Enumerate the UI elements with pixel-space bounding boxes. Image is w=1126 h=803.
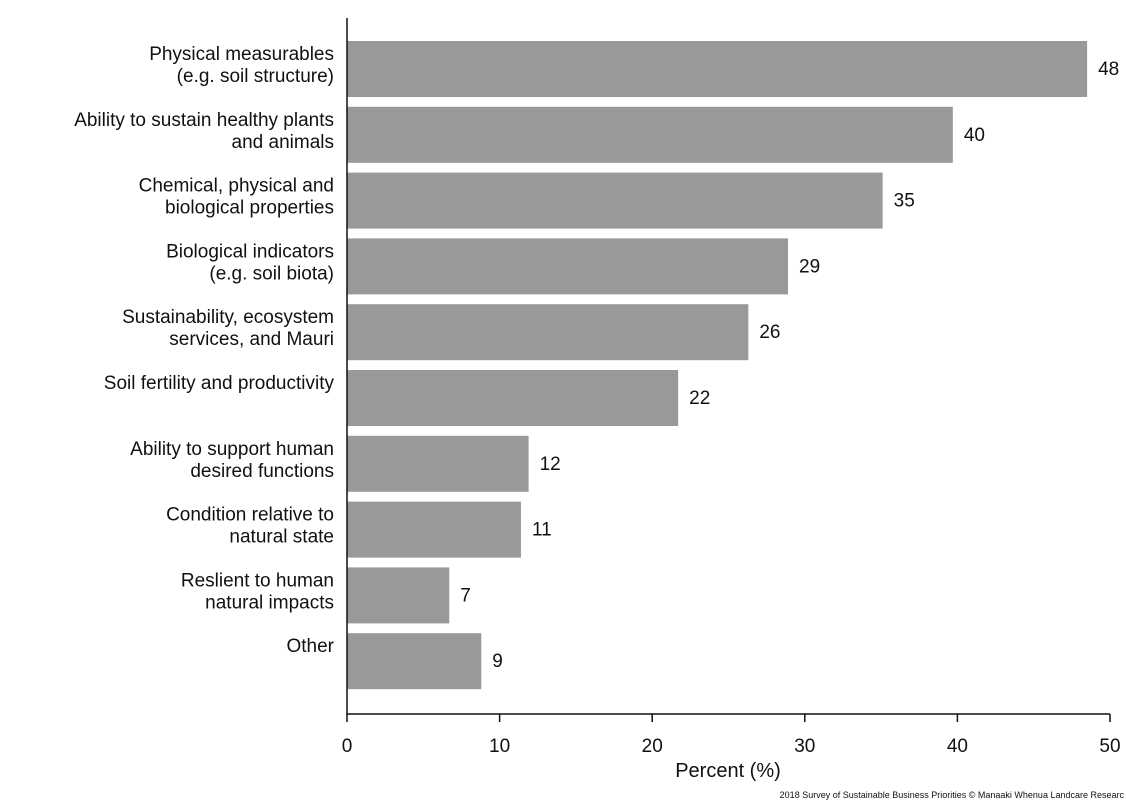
category-label: Ability to sustain healthy plants and ani… bbox=[74, 110, 334, 153]
bar bbox=[347, 501, 521, 558]
category-label-line: natural impacts bbox=[205, 592, 334, 613]
bar-value-label: 9 bbox=[492, 651, 503, 672]
bar-value-label: 7 bbox=[460, 585, 471, 606]
category-label: Chemical, physical and biological propert… bbox=[139, 176, 334, 219]
category-label: Ability to support human desired function… bbox=[130, 439, 334, 482]
category-label-line: Chemical, physical and bbox=[139, 176, 334, 197]
bar bbox=[347, 238, 789, 295]
bar bbox=[347, 106, 953, 163]
category-label-line: Ability to sustain healthy plants bbox=[74, 110, 334, 131]
category-label-line: Reslient to human bbox=[181, 570, 334, 591]
x-tick-label: 50 bbox=[1099, 736, 1120, 757]
category-label: Reslient to human natural impacts bbox=[181, 570, 334, 613]
category-label-line: natural state bbox=[229, 527, 334, 548]
x-tick-label: 20 bbox=[642, 736, 663, 757]
category-label-line: desired functions bbox=[190, 461, 334, 482]
bar-value-label: 26 bbox=[759, 322, 780, 343]
x-tick-label: 40 bbox=[947, 736, 968, 757]
bar-value-label: 29 bbox=[799, 256, 820, 277]
bar-value-label: 40 bbox=[964, 125, 985, 146]
x-tick-label: 10 bbox=[489, 736, 510, 757]
bar bbox=[347, 370, 679, 426]
bar bbox=[347, 172, 883, 229]
category-label-line: Soil fertility and productivity bbox=[104, 373, 335, 394]
bar bbox=[347, 304, 749, 361]
category-label: Condition relative to natural state bbox=[166, 505, 334, 548]
bar-value-label: 11 bbox=[532, 520, 552, 541]
category-label-line: Other bbox=[286, 636, 334, 657]
x-axis-title: Percent (%) bbox=[675, 760, 781, 782]
category-label-line: services, and Mauri bbox=[169, 329, 334, 350]
category-label-line: Biological indicators bbox=[166, 241, 334, 262]
category-label-line: Ability to support human bbox=[130, 439, 334, 460]
category-label: Biological indicators (e.g. soil biota) bbox=[166, 241, 334, 284]
bar-value-label: 48 bbox=[1098, 59, 1119, 80]
category-label-line: biological properties bbox=[165, 198, 334, 219]
category-label-line: (e.g. soil biota) bbox=[209, 263, 334, 284]
x-tick-label: 30 bbox=[794, 736, 815, 757]
value-labels-group: 48 40 35 29 26 22 12 11 7 9 bbox=[460, 59, 1119, 672]
category-label-line: Condition relative to bbox=[166, 505, 334, 526]
bars-group bbox=[347, 41, 1088, 690]
x-tick-label: 0 bbox=[342, 736, 353, 757]
category-label: Soil fertility and productivity bbox=[104, 373, 335, 394]
bar bbox=[347, 435, 529, 492]
category-label-line: Physical measurables bbox=[149, 44, 334, 65]
bar-value-label: 22 bbox=[689, 388, 710, 409]
bar bbox=[347, 633, 482, 690]
category-label-line: and animals bbox=[232, 132, 334, 153]
category-label: Sustainability, ecosystem services, and M… bbox=[122, 307, 334, 350]
category-label: Other bbox=[286, 636, 334, 657]
x-ticks-group: 0 10 20 30 40 50 bbox=[342, 714, 1121, 757]
category-label: Physical measurables (e.g. soil structure… bbox=[149, 44, 334, 87]
bar-value-label: 12 bbox=[540, 454, 561, 475]
category-label-line: Sustainability, ecosystem bbox=[122, 307, 334, 328]
credit-text: 2018 Survey of Sustainable Business Prio… bbox=[780, 790, 1125, 800]
bar-value-label: 35 bbox=[894, 191, 915, 212]
bar bbox=[347, 567, 450, 624]
category-label-line: (e.g. soil structure) bbox=[177, 66, 334, 87]
category-labels-group: Physical measurables (e.g. soil structure… bbox=[74, 44, 334, 657]
bar bbox=[347, 41, 1088, 97]
